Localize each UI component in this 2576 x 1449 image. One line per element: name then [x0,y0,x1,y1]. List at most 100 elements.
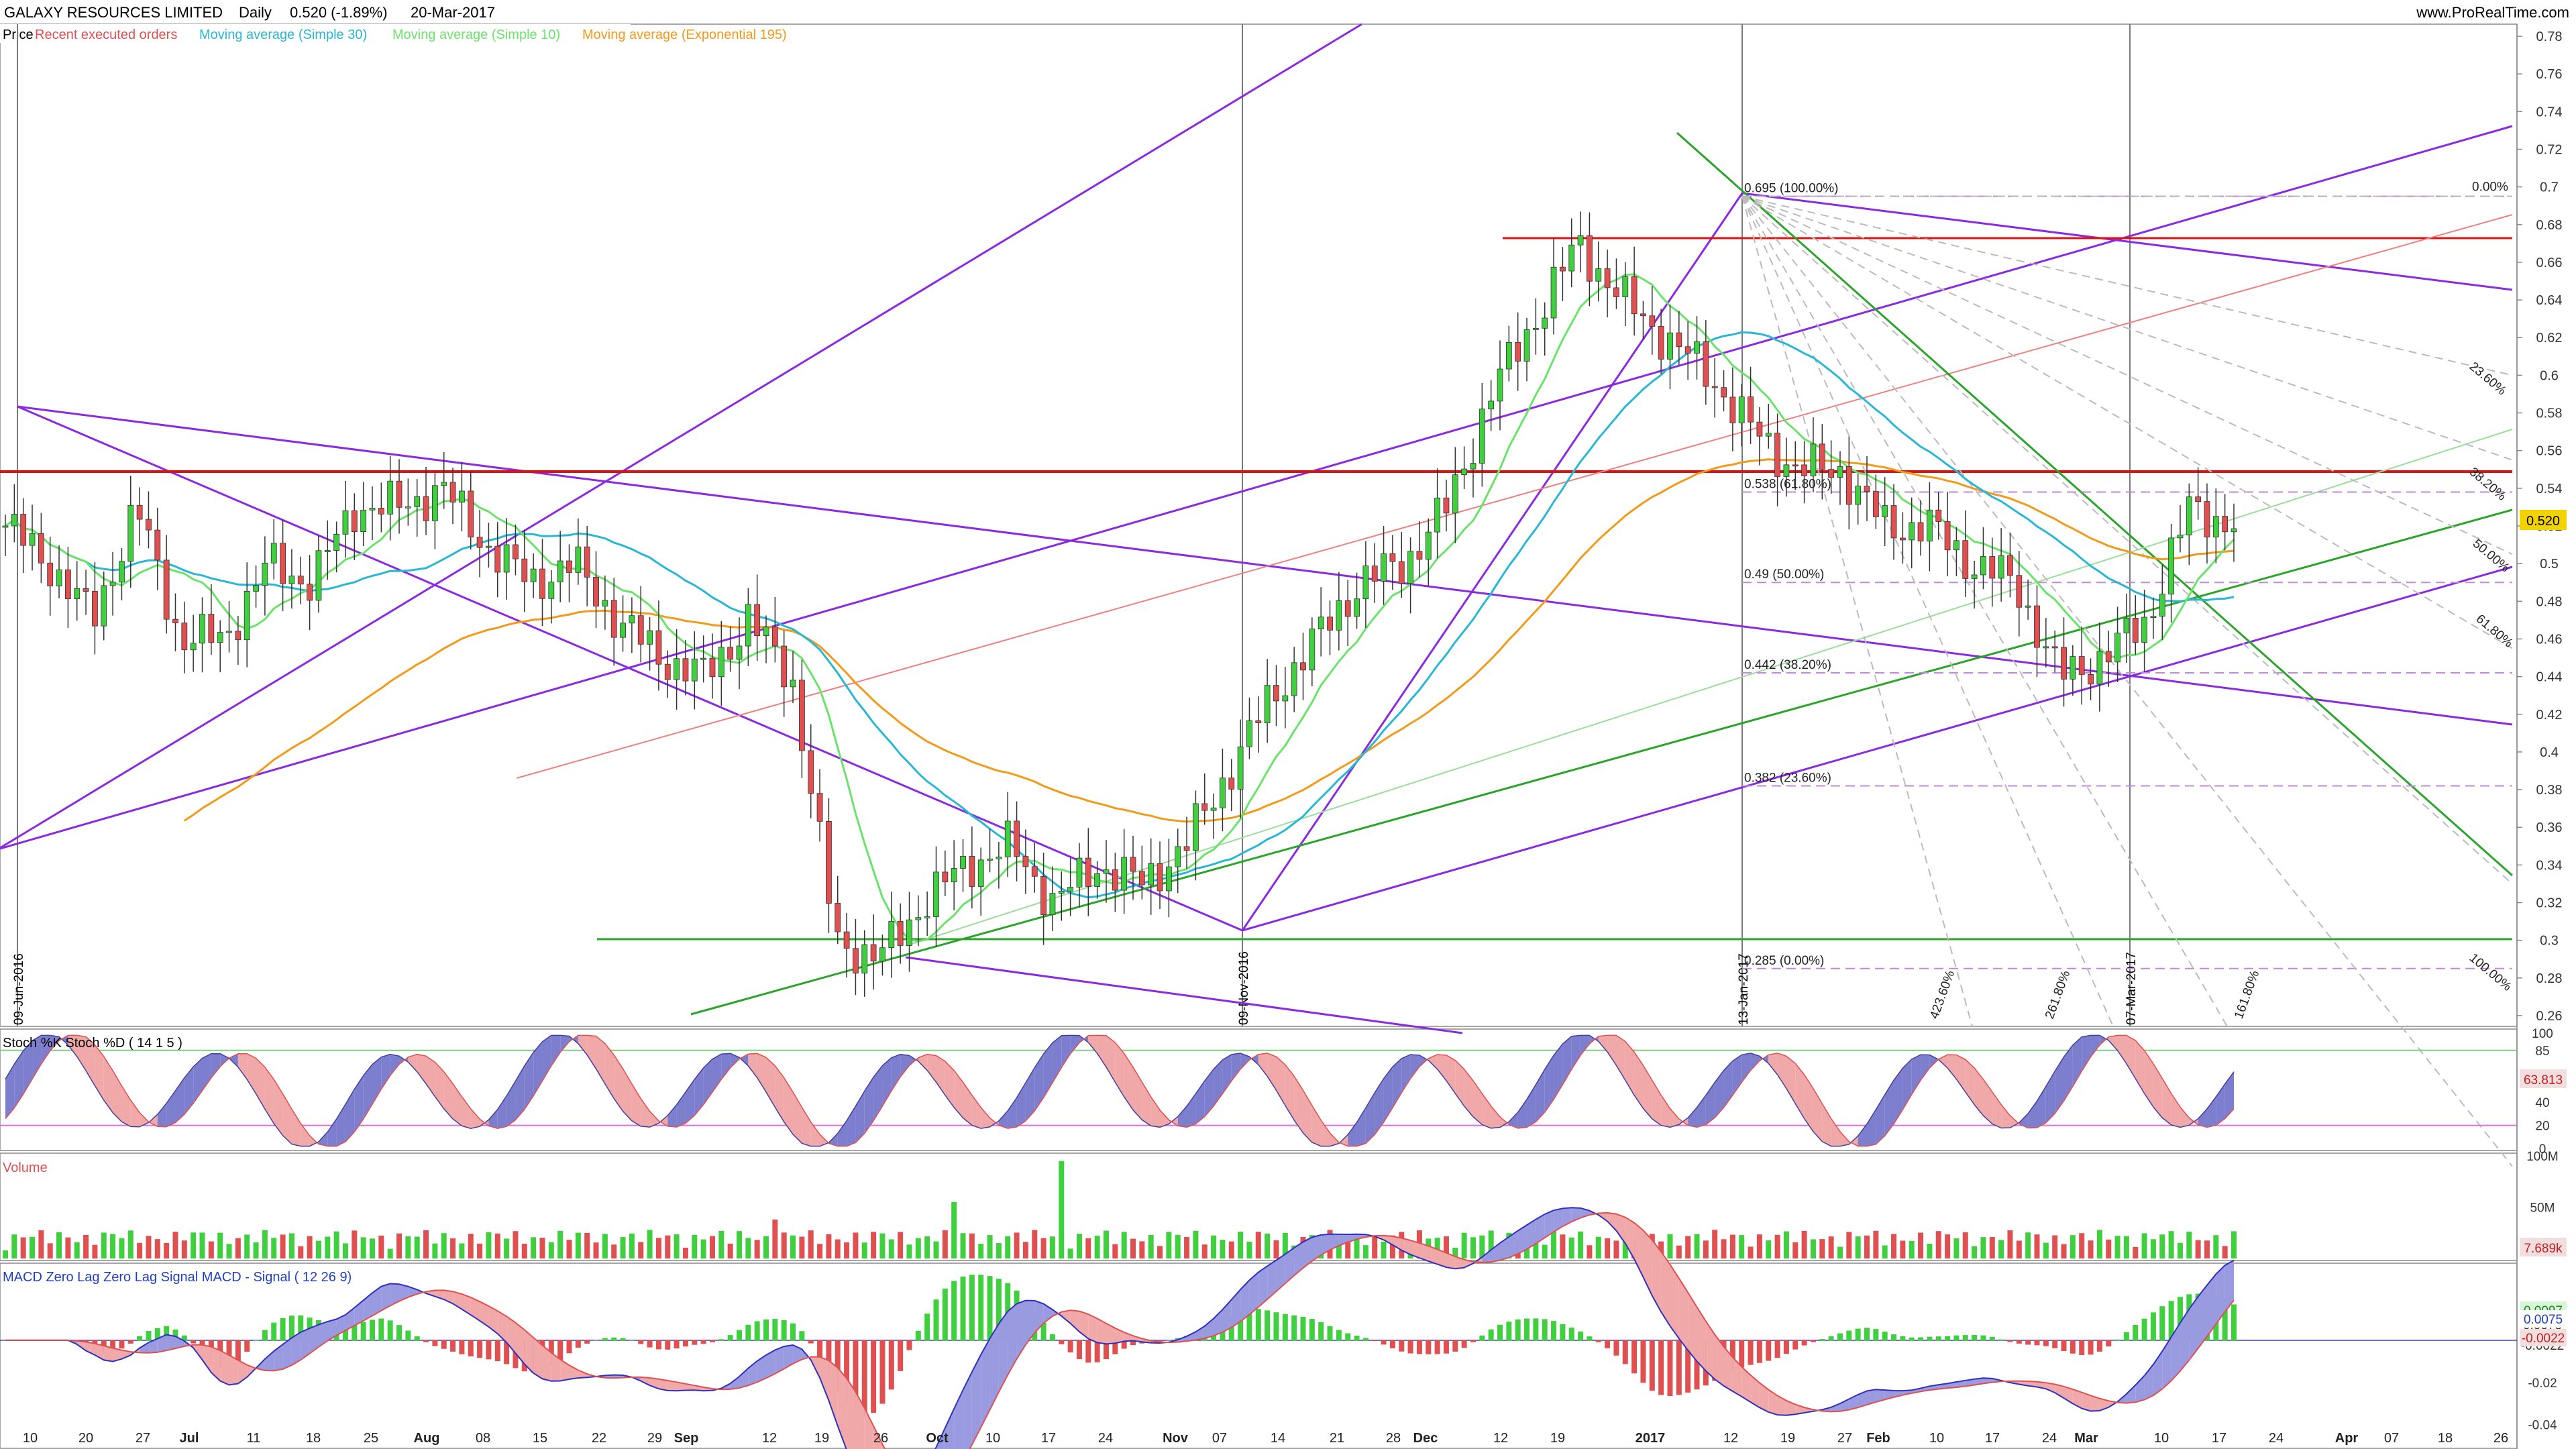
candle-down [1899,537,1906,541]
candle-up [1998,555,2004,579]
stoch-fill [1992,1091,2002,1128]
macd-tick-label: -0.02 [2528,1377,2557,1391]
candle-down [1872,491,1879,517]
candle-down [584,546,590,578]
volume-bar [244,1234,250,1258]
stoch-fill [1768,1053,1778,1075]
candle-up [933,871,939,917]
stoch-fill [291,1109,301,1146]
macd-fill [2216,1265,2225,1324]
candle-down [1640,313,1646,317]
stoch-fill [1661,1095,1670,1128]
volume-bar [557,1230,564,1258]
candle-down [1112,869,1118,891]
candle-down [2034,605,2040,648]
stoch-fill [157,1103,167,1127]
macd-fill [1839,1399,1849,1411]
stoch-fill [247,1053,256,1094]
price-tick-label: 0.68 [2536,218,2563,233]
candle-down [1022,856,1029,867]
last-price-value: 0.520 [2526,514,2560,529]
price-tick-label: 0.38 [2536,783,2563,798]
volume-bar [1962,1232,1968,1258]
candle-up [736,645,743,660]
candle-up [253,585,259,592]
macd-fill [775,1346,784,1374]
candle-down [870,944,877,962]
candle-up [977,859,984,887]
macd-histogram-bar [1327,1326,1333,1341]
macd-histogram-bar [2025,1340,2031,1345]
macd-line [5,1207,2235,1449]
stoch-fill [1034,1053,1044,1111]
candle-up [1497,368,1503,402]
stoch-fill [1025,1067,1035,1121]
stoch-fill [1070,1035,1079,1054]
macd-histogram-bar [1819,1339,1825,1341]
macd-histogram-bar [1121,1340,1127,1349]
volume-bar [1729,1234,1735,1258]
volume-bar [11,1234,17,1258]
stoch-fill [524,1052,534,1110]
volume-bar [1568,1237,1574,1258]
macd-histogram-bar [1846,1330,1852,1341]
candle-down [2016,575,2023,608]
stoch-fill [1446,1055,1456,1094]
macd-fill [1097,1318,1106,1344]
volume-bar [235,1238,241,1258]
macd-histogram-bar [700,1340,706,1344]
macd-fill [1231,1289,1241,1328]
macd-histogram-bar [1900,1336,1906,1341]
stoch-fill [551,1035,561,1066]
macd-histogram-bar [1998,1339,2004,1341]
macd-fill [793,1344,802,1364]
macd-fill [1240,1280,1250,1322]
volume-bar [2168,1231,2174,1258]
x-tick-label: 25 [364,1431,378,1446]
stoch-fill [1267,1053,1277,1091]
macd-fill [1661,1251,1670,1326]
volume-bar [181,1240,187,1258]
macd-fill [515,1322,525,1364]
candle-up [647,630,653,645]
macd-histogram-bar [280,1318,286,1341]
volume-bar [1676,1245,1682,1258]
candle-down [154,529,161,561]
candle-up [951,868,957,883]
macd-fill [1715,1334,1724,1386]
volume-bar [566,1240,572,1258]
candle-down [1684,346,1691,354]
volume-bar [1228,1241,1234,1258]
candle-up [861,944,868,974]
candle-up [763,627,769,637]
candle-up [1568,244,1575,272]
stoch-fill [1464,1069,1473,1117]
stoch-fill [712,1054,722,1093]
stoch-fill [1195,1081,1205,1124]
volume-bar [1613,1240,1619,1258]
macd-histogram-bar [638,1340,644,1344]
macd-fill [220,1350,229,1385]
volume-bar [262,1230,268,1258]
macd-fill [390,1283,400,1306]
macd-fill [981,1338,990,1428]
macd-histogram-bar [110,1340,116,1353]
stoch-fill [918,1054,928,1071]
macd-fill [1544,1210,1554,1238]
stoch-fill [68,1035,77,1057]
macd-fill [1294,1242,1303,1276]
stoch-fill [1813,1088,1823,1142]
stoch-fill [748,1053,757,1078]
candle-down [1130,857,1136,872]
candle-up [1210,807,1217,811]
macd-histogram-bar [1837,1333,1843,1341]
macd-histogram-bar [1372,1340,1378,1342]
volume-bar [1121,1232,1127,1258]
price-tick-label: 0.7 [2540,180,2559,195]
macd-histogram-bar [1067,1340,1073,1353]
macd-histogram-bar [378,1318,384,1341]
candle-up [1622,276,1629,297]
volume-bar [477,1243,483,1258]
macd-histogram-bar [1694,1340,1700,1390]
volume-bar [226,1244,232,1258]
